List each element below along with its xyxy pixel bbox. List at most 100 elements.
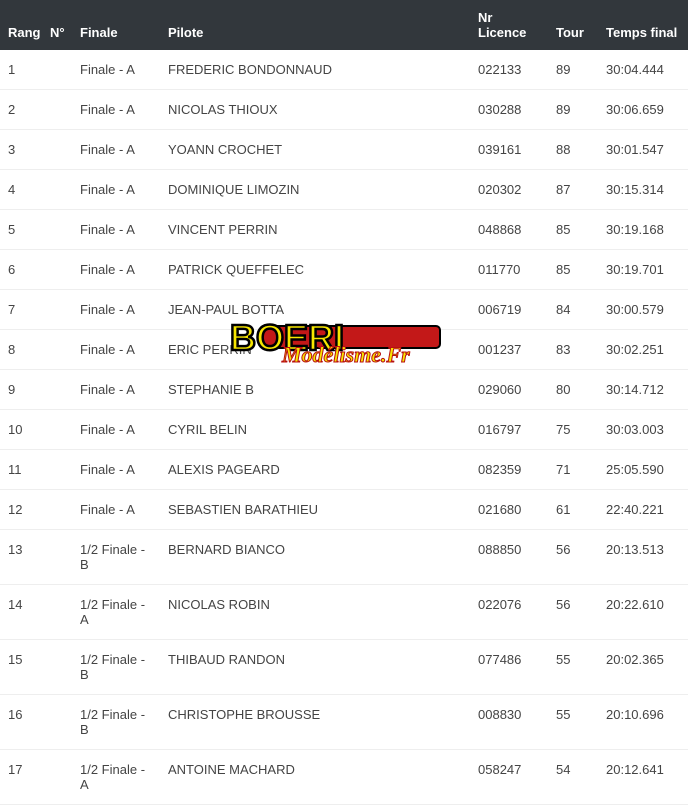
cell-rang: 8 xyxy=(0,330,42,370)
cell-num xyxy=(42,750,72,805)
cell-finale: Finale - A xyxy=(72,210,160,250)
cell-tour: 56 xyxy=(548,585,598,640)
cell-tour: 55 xyxy=(548,695,598,750)
cell-temps: 30:14.712 xyxy=(598,370,688,410)
cell-num xyxy=(42,695,72,750)
cell-tour: 56 xyxy=(548,530,598,585)
cell-finale: Finale - A xyxy=(72,370,160,410)
cell-licence: 077486 xyxy=(470,640,548,695)
cell-rang: 5 xyxy=(0,210,42,250)
cell-finale: Finale - A xyxy=(72,50,160,90)
cell-finale: Finale - A xyxy=(72,490,160,530)
cell-pilote: STEPHANIE B xyxy=(160,370,470,410)
table-body: 1Finale - AFREDERIC BONDONNAUD0221338930… xyxy=(0,50,688,805)
results-table: Rang N° Finale Pilote Nr Licence Tour Te… xyxy=(0,0,688,805)
table-row: 7Finale - AJEAN-PAUL BOTTA0067198430:00.… xyxy=(0,290,688,330)
cell-rang: 1 xyxy=(0,50,42,90)
cell-num xyxy=(42,130,72,170)
cell-temps: 30:01.547 xyxy=(598,130,688,170)
cell-rang: 13 xyxy=(0,530,42,585)
cell-num xyxy=(42,250,72,290)
cell-rang: 12 xyxy=(0,490,42,530)
cell-temps: 20:22.610 xyxy=(598,585,688,640)
cell-rang: 2 xyxy=(0,90,42,130)
cell-finale: Finale - A xyxy=(72,90,160,130)
cell-tour: 55 xyxy=(548,640,598,695)
cell-pilote: YOANN CROCHET xyxy=(160,130,470,170)
cell-finale: Finale - A xyxy=(72,250,160,290)
table-row: 141/2 Finale - ANICOLAS ROBIN0220765620:… xyxy=(0,585,688,640)
cell-tour: 89 xyxy=(548,50,598,90)
cell-tour: 84 xyxy=(548,290,598,330)
cell-finale: 1/2 Finale - A xyxy=(72,585,160,640)
cell-num xyxy=(42,50,72,90)
cell-num xyxy=(42,450,72,490)
table-row: 161/2 Finale - BCHRISTOPHE BROUSSE008830… xyxy=(0,695,688,750)
cell-licence: 029060 xyxy=(470,370,548,410)
table-row: 9Finale - ASTEPHANIE B0290608030:14.712 xyxy=(0,370,688,410)
cell-tour: 85 xyxy=(548,250,598,290)
cell-num xyxy=(42,210,72,250)
table-row: 2Finale - ANICOLAS THIOUX0302888930:06.6… xyxy=(0,90,688,130)
cell-licence: 030288 xyxy=(470,90,548,130)
col-header-finale: Finale xyxy=(72,0,160,50)
cell-tour: 85 xyxy=(548,210,598,250)
cell-temps: 20:02.365 xyxy=(598,640,688,695)
cell-licence: 022076 xyxy=(470,585,548,640)
cell-rang: 10 xyxy=(0,410,42,450)
cell-temps: 22:40.221 xyxy=(598,490,688,530)
col-header-tour: Tour xyxy=(548,0,598,50)
cell-pilote: ANTOINE MACHARD xyxy=(160,750,470,805)
cell-pilote: THIBAUD RANDON xyxy=(160,640,470,695)
cell-finale: 1/2 Finale - B xyxy=(72,695,160,750)
cell-finale: Finale - A xyxy=(72,450,160,490)
cell-num xyxy=(42,370,72,410)
cell-pilote: NICOLAS ROBIN xyxy=(160,585,470,640)
cell-temps: 30:15.314 xyxy=(598,170,688,210)
cell-pilote: ERIC PERRIN xyxy=(160,330,470,370)
cell-tour: 80 xyxy=(548,370,598,410)
cell-rang: 15 xyxy=(0,640,42,695)
cell-num xyxy=(42,410,72,450)
cell-tour: 88 xyxy=(548,130,598,170)
cell-pilote: SEBASTIEN BARATHIEU xyxy=(160,490,470,530)
cell-pilote: VINCENT PERRIN xyxy=(160,210,470,250)
cell-licence: 008830 xyxy=(470,695,548,750)
cell-pilote: NICOLAS THIOUX xyxy=(160,90,470,130)
cell-tour: 89 xyxy=(548,90,598,130)
cell-temps: 30:03.003 xyxy=(598,410,688,450)
table-row: 131/2 Finale - BBERNARD BIANCO0888505620… xyxy=(0,530,688,585)
cell-rang: 4 xyxy=(0,170,42,210)
cell-pilote: CHRISTOPHE BROUSSE xyxy=(160,695,470,750)
cell-licence: 006719 xyxy=(470,290,548,330)
cell-rang: 7 xyxy=(0,290,42,330)
cell-tour: 87 xyxy=(548,170,598,210)
cell-licence: 021680 xyxy=(470,490,548,530)
cell-num xyxy=(42,90,72,130)
cell-rang: 3 xyxy=(0,130,42,170)
cell-finale: 1/2 Finale - B xyxy=(72,530,160,585)
col-header-pilote: Pilote xyxy=(160,0,470,50)
cell-temps: 20:13.513 xyxy=(598,530,688,585)
table-row: 1Finale - AFREDERIC BONDONNAUD0221338930… xyxy=(0,50,688,90)
cell-licence: 011770 xyxy=(470,250,548,290)
cell-num xyxy=(42,330,72,370)
cell-finale: Finale - A xyxy=(72,410,160,450)
cell-finale: Finale - A xyxy=(72,130,160,170)
cell-temps: 20:12.641 xyxy=(598,750,688,805)
cell-licence: 020302 xyxy=(470,170,548,210)
cell-pilote: FREDERIC BONDONNAUD xyxy=(160,50,470,90)
table-row: 11Finale - AALEXIS PAGEARD0823597125:05.… xyxy=(0,450,688,490)
cell-rang: 17 xyxy=(0,750,42,805)
cell-num xyxy=(42,290,72,330)
table-row: 3 Finale - AYOANN CROCHET0391618830:01.54… xyxy=(0,130,688,170)
cell-pilote: CYRIL BELIN xyxy=(160,410,470,450)
cell-tour: 54 xyxy=(548,750,598,805)
cell-num xyxy=(42,585,72,640)
cell-temps: 30:19.168 xyxy=(598,210,688,250)
cell-licence: 039161 xyxy=(470,130,548,170)
cell-tour: 71 xyxy=(548,450,598,490)
table-row: 171/2 Finale - AANTOINE MACHARD058247542… xyxy=(0,750,688,805)
cell-num xyxy=(42,640,72,695)
table-row: 8Finale - AERIC PERRIN0012378330:02.251 xyxy=(0,330,688,370)
